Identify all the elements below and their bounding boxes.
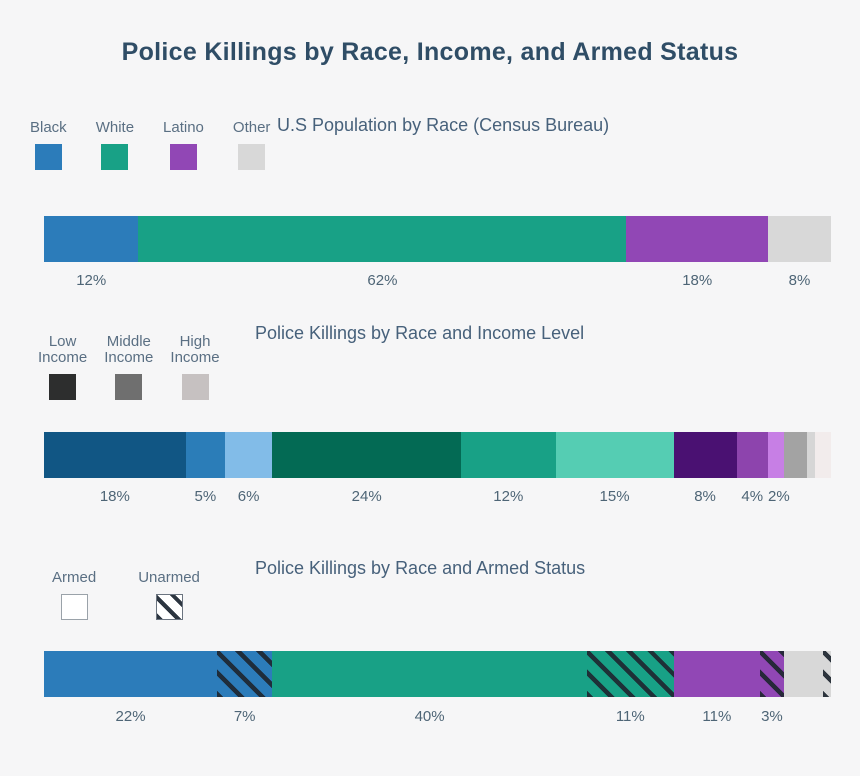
bar-segment-white-low-income xyxy=(272,432,462,478)
page-title: Police Killings by Race, Income, and Arm… xyxy=(121,38,739,66)
legend-label: Unarmed xyxy=(138,569,200,586)
income-legend: Low Income Middle Income High Income xyxy=(38,334,220,400)
segment-value-label: 40% xyxy=(414,708,445,725)
segment-value-label xyxy=(784,708,823,725)
legend-label: Other xyxy=(232,119,271,136)
bar-segment-latino xyxy=(626,216,769,262)
hatched-legend-swatch xyxy=(155,594,183,620)
bar-segment-white-high-income xyxy=(555,432,674,478)
segment-value-label: 4% xyxy=(741,488,764,505)
segment-value-label xyxy=(807,488,815,505)
bar-segment-other-middle-income xyxy=(807,432,816,478)
bar-segment-latino-middle-income xyxy=(736,432,768,478)
race-income-value-labels: 18% 5% 6% 24% 12% 15% 8% 4% 2% xyxy=(44,488,831,505)
segment-value-label: 8% xyxy=(788,272,811,289)
legend-item-middle-income: Middle Income xyxy=(104,334,153,400)
legend-item-armed: Armed xyxy=(52,570,96,620)
race-legend: Black White Latino Other xyxy=(30,120,270,170)
bar-segment-other-armed xyxy=(783,651,824,697)
segment-value-label: 7% xyxy=(233,708,256,725)
bar-segment-black xyxy=(44,216,139,262)
bar-segment-white-armed xyxy=(272,651,587,697)
bar-segment-latino-unarmed xyxy=(760,651,784,697)
legend-swatch xyxy=(238,144,266,170)
bar-segment-latino-low-income xyxy=(673,432,737,478)
segment-value-label: 22% xyxy=(115,708,146,725)
legend-item-unarmed: Unarmed xyxy=(138,570,200,620)
legend-swatch xyxy=(49,374,77,400)
bar-segment-black-high-income xyxy=(225,432,273,478)
legend-label: Black xyxy=(30,119,67,136)
bar-segment-black-armed xyxy=(44,651,218,697)
legend-label: White xyxy=(95,119,135,136)
legend-item-other: Other xyxy=(232,119,271,170)
legend-label: Low Income xyxy=(38,333,88,366)
segment-value-label: 62% xyxy=(367,272,398,289)
legend-swatch xyxy=(60,594,88,620)
bar-segment-white xyxy=(138,216,627,262)
segment-value-label: 12% xyxy=(493,488,524,505)
race-armed-status-value-labels: 22% 7% 40% 11% 11% 3% xyxy=(44,708,831,725)
segment-value-label: 18% xyxy=(99,488,130,505)
legend-label: Armed xyxy=(52,569,97,586)
segment-value-label xyxy=(815,488,831,505)
segment-value-label: 15% xyxy=(599,488,630,505)
race-income-bar xyxy=(44,432,831,478)
legend-label: High Income xyxy=(170,333,220,366)
legend-swatch xyxy=(115,374,143,400)
armed-status-legend: Armed Unarmed xyxy=(52,570,200,620)
population-by-race-value-labels: 12% 62% 18% 8% xyxy=(44,272,831,289)
chart-title-race-armed-status: Police Killings by Race and Armed Status xyxy=(255,558,586,578)
segment-value-label: 5% xyxy=(194,488,217,505)
segment-value-label: 3% xyxy=(761,708,783,725)
segment-value-label: 24% xyxy=(351,488,382,505)
population-by-race-bar xyxy=(44,216,831,262)
legend-swatch xyxy=(169,144,197,170)
legend-item-white: White xyxy=(96,120,134,170)
segment-value-label xyxy=(823,708,831,725)
segment-value-label: 11% xyxy=(615,708,645,725)
legend-swatch xyxy=(34,144,62,170)
bar-segment-latino-armed xyxy=(673,651,761,697)
legend-label: Middle Income xyxy=(104,333,154,366)
segment-value-label: 11% xyxy=(702,708,732,725)
race-armed-status-bar xyxy=(44,651,831,697)
legend-label: Latino xyxy=(163,119,204,136)
chart-title-race-income: Police Killings by Race and Income Level xyxy=(255,323,585,343)
bar-segment-white-unarmed xyxy=(587,651,674,697)
legend-swatch xyxy=(101,144,129,170)
legend-item-latino: Latino xyxy=(163,120,204,170)
chart-title-population-by-race: U.S Population by Race (Census Bureau) xyxy=(277,115,610,135)
segment-value-label: 2% xyxy=(768,488,790,505)
bar-segment-white-middle-income xyxy=(461,432,556,478)
bar-segment-latino-high-income xyxy=(768,432,784,478)
bar-segment-other xyxy=(768,216,831,262)
bar-segment-other-low-income xyxy=(783,432,808,478)
segment-value-label: 18% xyxy=(682,272,713,289)
legend-item-high-income: High Income xyxy=(170,333,220,400)
bar-segment-black-unarmed xyxy=(217,651,273,697)
bar-segment-black-middle-income xyxy=(185,432,225,478)
legend-item-low-income: Low Income xyxy=(38,334,87,400)
bar-segment-other-high-income xyxy=(815,432,831,478)
bar-segment-other-unarmed xyxy=(823,651,831,697)
legend-item-black: Black xyxy=(30,120,67,170)
legend-swatch xyxy=(181,374,209,400)
segment-value-label: 12% xyxy=(76,272,107,289)
segment-value-label xyxy=(784,488,808,505)
segment-value-label: 8% xyxy=(694,488,716,505)
bar-segment-black-low-income xyxy=(44,432,186,478)
segment-value-label: 6% xyxy=(237,488,260,505)
